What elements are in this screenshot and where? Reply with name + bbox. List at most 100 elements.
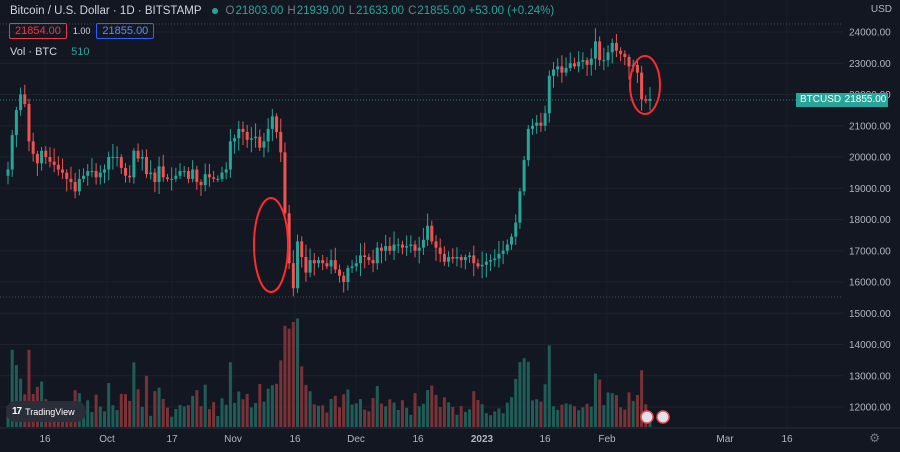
volume-bar [325, 412, 329, 427]
candle-body [434, 241, 438, 248]
volume-bar [275, 383, 279, 427]
volume-bar [526, 361, 530, 427]
volume-bar [258, 383, 262, 427]
x-axis[interactable]: 16 Oct 17 Nov 16 Dec 16 2023 16 Feb Mar 16 [0, 427, 900, 445]
volume-bar [224, 404, 228, 427]
y-tick-label: 21000.00 [849, 121, 891, 132]
volume-bar [123, 394, 127, 427]
volume-bar [27, 349, 31, 427]
gear-icon[interactable]: ⚙ [869, 431, 880, 445]
volume-legend: Vol · BTC 510 [10, 46, 89, 58]
candle-body [476, 263, 480, 267]
candle-body [165, 177, 169, 179]
volume-bar [300, 366, 304, 427]
candle-body [522, 160, 526, 192]
currency-label[interactable]: USD [870, 4, 892, 15]
candle-body [44, 150, 48, 157]
candle-body [19, 94, 23, 111]
x-tick-label: Feb [598, 434, 616, 445]
candle-body [283, 152, 287, 214]
volume-bar [531, 400, 535, 427]
candle-body [535, 122, 539, 126]
volume-bar [572, 406, 576, 427]
candle-body [182, 171, 186, 173]
volume-bar [82, 412, 86, 427]
volume-bar [388, 399, 392, 427]
volume-bar [371, 398, 375, 427]
candle-body [233, 138, 237, 142]
sell-button[interactable]: 21854.00 [9, 23, 67, 39]
volume-bar [543, 384, 547, 427]
volume-bar [392, 402, 396, 427]
candle-body [35, 153, 39, 164]
tradingview-logo[interactable]: 17 TradingView [6, 401, 86, 422]
volume-bar [333, 395, 337, 427]
volume-bar [279, 360, 283, 427]
candle-body [510, 236, 514, 245]
volume-bar [535, 399, 539, 427]
candle-body [598, 41, 602, 61]
candle-body [228, 141, 232, 170]
candle-body [505, 244, 509, 251]
low-label: L [348, 5, 356, 17]
candle-body [463, 257, 467, 261]
volume-bar [165, 407, 169, 427]
candle-body [153, 172, 157, 182]
volume-bar [346, 389, 350, 427]
volume-bar [233, 402, 237, 427]
candle-body [178, 171, 182, 176]
volume-bar [505, 402, 509, 427]
volume-bar [568, 404, 572, 427]
volume-bar [459, 406, 463, 427]
volume-bar [249, 407, 253, 427]
candle-body [61, 169, 65, 173]
quantity-value[interactable]: 1.00 [72, 26, 91, 36]
candle-body [220, 172, 224, 179]
symbol-title[interactable]: Bitcoin / U.S. Dollar · 1D · BITSTAMP [10, 5, 202, 17]
volume-bar [216, 416, 220, 427]
candle-body [90, 171, 94, 173]
candle-body [107, 157, 111, 170]
candle-body [539, 122, 543, 126]
candle-body [14, 110, 18, 136]
candle-body [426, 225, 430, 240]
volume-bar [602, 405, 606, 427]
candle-body [556, 66, 560, 70]
volume-bar [539, 401, 543, 427]
candle-body [623, 53, 627, 57]
candle-body [195, 169, 199, 182]
volume-bar [94, 394, 98, 427]
candle-body [69, 178, 73, 182]
candle-body [358, 255, 362, 264]
candle-body [585, 60, 589, 65]
annotation-circle-november [253, 197, 289, 293]
candle-body [337, 269, 341, 276]
volume-bar [640, 370, 644, 427]
volume-bar [497, 408, 501, 427]
volume-bar [434, 394, 438, 427]
candle-body [86, 171, 90, 176]
volume-bar [212, 402, 216, 427]
volume-bar [10, 349, 14, 427]
candle-body [421, 239, 425, 248]
us-flag-icon[interactable] [640, 410, 654, 424]
volume-bar [606, 392, 610, 427]
volume-bar [153, 391, 157, 427]
candle-body [531, 125, 535, 129]
candle-body [480, 264, 484, 267]
candle-body [27, 103, 31, 142]
volume-bar [438, 407, 442, 427]
candle-body [438, 247, 442, 254]
volume-bar [132, 362, 136, 427]
event-flag-icons[interactable] [640, 410, 670, 424]
candle-body [405, 246, 409, 248]
volume-bar [182, 406, 186, 427]
y-axis[interactable]: 24000.0023000.0022000.0021000.0020000.00… [849, 28, 891, 414]
buy-button[interactable]: 21855.00 [96, 23, 155, 39]
tradingview-logo-icon: 17 [12, 406, 22, 417]
us-flag-icon[interactable] [656, 410, 670, 424]
volume-bar [409, 414, 413, 427]
candle-body [564, 67, 568, 73]
grid-lines [0, 31, 843, 408]
